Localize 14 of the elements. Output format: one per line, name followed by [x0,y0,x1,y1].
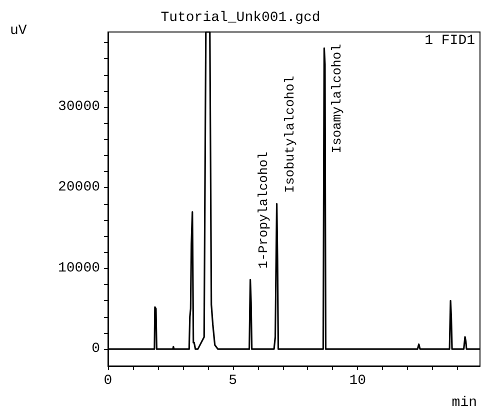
x-tick-label: 0 [104,373,112,389]
annotation: 1 FID1 [424,33,476,49]
annotation: Isoamylalcohol [330,44,345,154]
y-axis-title: uV [10,23,28,39]
y-tick-label: 10000 [58,260,100,276]
annotation: Isobutylalcohol [282,76,298,193]
x-tick-label: 10 [349,373,366,389]
y-tick-label: 20000 [58,180,100,196]
annotation: 1-Propylalcohol [256,151,271,269]
y-tick-label: 30000 [58,99,100,116]
chart-title: Tutorial_Unk001.gcd [160,10,320,26]
x-tick-label: 5 [228,373,238,389]
x-axis-title: min [452,395,478,411]
y-tick-label: 0 [92,341,100,358]
